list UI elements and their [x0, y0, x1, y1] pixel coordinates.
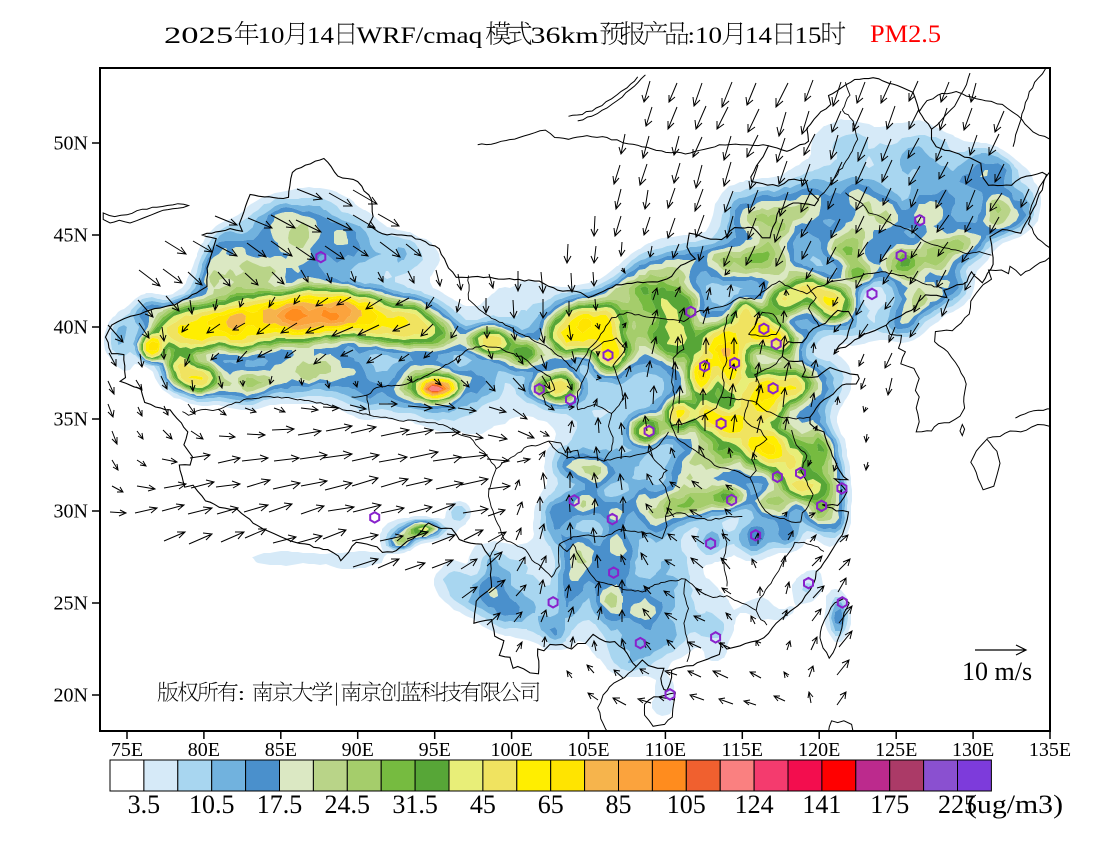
- svg-text:36km: 36km: [531, 23, 599, 49]
- svg-text:3.5: 3.5: [128, 790, 161, 819]
- svg-text:141: 141: [802, 790, 841, 819]
- svg-text:15: 15: [795, 23, 822, 49]
- svg-text:130E: 130E: [952, 739, 994, 761]
- svg-text:85E: 85E: [265, 739, 297, 761]
- svg-text:110E: 110E: [645, 739, 686, 761]
- svg-text:85: 85: [606, 790, 632, 819]
- svg-text:225: 225: [938, 790, 977, 819]
- svg-text:124: 124: [735, 790, 774, 819]
- svg-text::10: :10: [688, 23, 723, 49]
- svg-text:135E: 135E: [1029, 739, 1071, 761]
- svg-text:175: 175: [870, 790, 909, 819]
- svg-text:│: │: [332, 682, 341, 706]
- svg-text:65: 65: [538, 790, 564, 819]
- svg-text:75E: 75E: [111, 739, 143, 761]
- svg-text::: :: [238, 684, 252, 705]
- svg-text:30N: 30N: [54, 501, 88, 523]
- svg-text:24.5: 24.5: [325, 790, 371, 819]
- svg-text:120E: 120E: [798, 739, 840, 761]
- svg-text:17.5: 17.5: [257, 790, 303, 819]
- svg-text:100E: 100E: [490, 739, 532, 761]
- svg-text:14: 14: [745, 23, 772, 49]
- svg-text:10.5: 10.5: [189, 790, 235, 819]
- svg-text:31.5: 31.5: [392, 790, 438, 819]
- svg-text:50N: 50N: [54, 133, 88, 155]
- svg-text:105E: 105E: [567, 739, 609, 761]
- svg-text:10 m/s: 10 m/s: [962, 657, 1032, 686]
- svg-text:115E: 115E: [722, 739, 763, 761]
- svg-text:90E: 90E: [342, 739, 374, 761]
- svg-text:40N: 40N: [54, 317, 88, 339]
- svg-text:10: 10: [258, 23, 285, 49]
- svg-text:80E: 80E: [188, 739, 220, 761]
- svg-text:95E: 95E: [419, 739, 451, 761]
- svg-text:45N: 45N: [54, 225, 88, 247]
- svg-text:WRF/cmaq: WRF/cmaq: [357, 23, 483, 49]
- svg-text:125E: 125E: [875, 739, 917, 761]
- svg-text:25N: 25N: [54, 593, 88, 615]
- svg-text:14: 14: [307, 23, 334, 49]
- svg-text:(ug/m3): (ug/m3): [967, 790, 1063, 819]
- svg-text:PM2.5: PM2.5: [870, 21, 941, 48]
- svg-text:20N: 20N: [54, 685, 88, 707]
- svg-text:45: 45: [470, 790, 496, 819]
- svg-text:105: 105: [667, 790, 706, 819]
- svg-text:2025: 2025: [164, 23, 233, 49]
- svg-text:35N: 35N: [54, 409, 88, 431]
